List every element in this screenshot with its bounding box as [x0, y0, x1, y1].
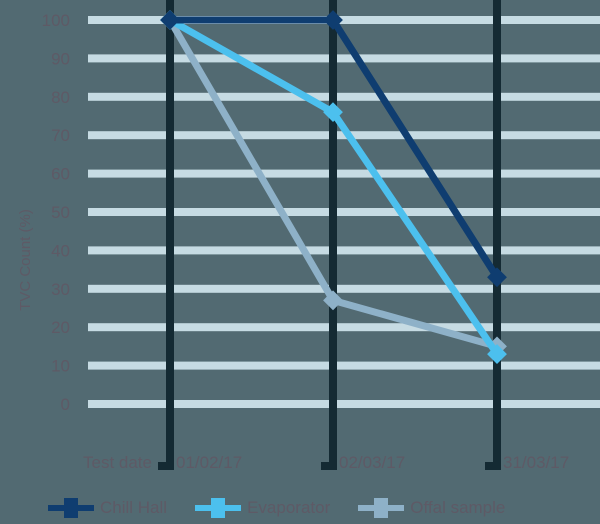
gridline	[88, 92, 600, 101]
legend-label: Chill Hall	[100, 498, 168, 517]
legend-marker-icon	[48, 498, 94, 518]
y-tick-label: 100	[42, 11, 70, 30]
x-tick-label: 31/03/17	[503, 453, 569, 472]
legend: Chill Hall Evaporator Offal sample	[48, 494, 533, 522]
x-axis-title: Test date	[83, 453, 152, 472]
category-axis-line	[493, 0, 501, 470]
legend-label: Offal sample	[410, 498, 506, 517]
gridline	[88, 361, 600, 370]
gridline	[88, 16, 600, 24]
y-tick-label: 90	[51, 49, 70, 68]
data-point-marker	[323, 290, 343, 311]
axis-foot	[158, 462, 170, 470]
category-axis-line	[329, 0, 337, 470]
legend-marker-icon	[195, 498, 242, 518]
legend-item-chill-hall: Chill Hall	[48, 498, 167, 518]
category-axis-line	[166, 0, 174, 470]
legend-item-evaporator: Evaporator	[195, 498, 330, 518]
y-tick-label: 30	[51, 280, 70, 299]
category-axis-lines	[158, 0, 501, 470]
gridline	[88, 323, 600, 332]
y-tick-label: 80	[51, 88, 70, 107]
gridline	[88, 208, 600, 216]
x-axis-ticks: 01/02/17 02/03/17 31/03/17	[176, 453, 569, 472]
gridlines	[88, 16, 600, 408]
y-tick-label: 50	[51, 203, 70, 222]
gridline	[88, 169, 600, 178]
y-tick-label: 20	[51, 318, 70, 337]
gridline	[88, 246, 600, 255]
y-axis-title: TVC Count (%)	[17, 209, 34, 311]
data-point-marker	[323, 102, 343, 123]
y-axis-ticks: 0 10 20 30 40 50 60 70 80 90 100	[42, 11, 70, 414]
y-tick-label: 70	[51, 126, 70, 145]
series-lines	[160, 10, 507, 364]
y-tick-label: 40	[51, 241, 70, 260]
data-point-marker	[323, 10, 343, 30]
data-point-marker	[487, 267, 507, 288]
x-tick-label: 01/02/17	[176, 453, 242, 472]
legend-marker-icon	[358, 498, 405, 518]
x-tick-label: 02/03/17	[339, 453, 405, 472]
gridline	[88, 400, 600, 408]
gridline	[88, 284, 600, 293]
y-tick-label: 10	[51, 357, 70, 376]
legend-item-offal-sample: Offal sample	[358, 498, 505, 518]
axis-foot	[321, 462, 333, 470]
y-tick-label: 0	[61, 395, 70, 414]
axis-foot	[485, 462, 497, 470]
gridline	[88, 54, 600, 63]
y-tick-label: 60	[51, 165, 70, 184]
data-point-marker	[487, 344, 507, 364]
legend-label: Evaporator	[247, 498, 331, 517]
gridline	[88, 131, 600, 140]
